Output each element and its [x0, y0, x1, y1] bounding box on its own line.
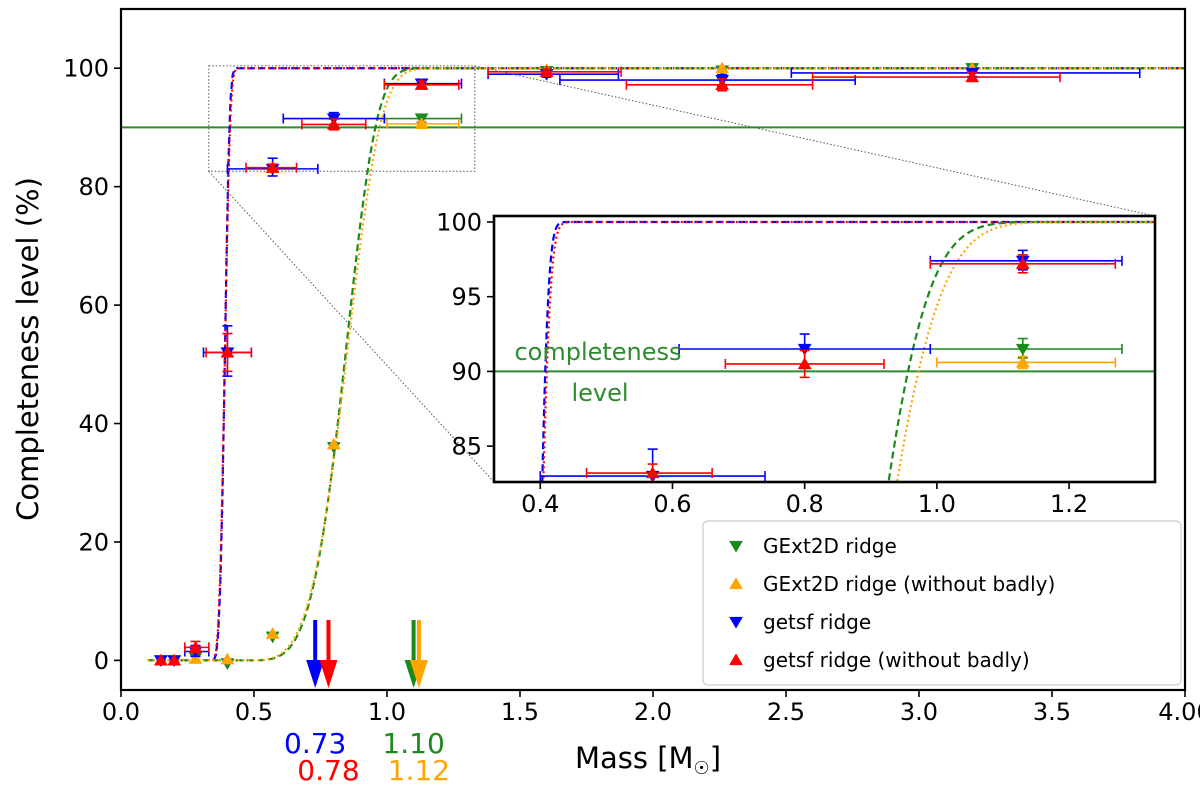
main-ytick-label-2: 40 — [78, 410, 109, 438]
main-point-3-9 — [965, 70, 980, 83]
main-ytick-label-1: 20 — [78, 528, 109, 556]
main-xtick-label-0: 0.0 — [102, 698, 140, 726]
inset-fit-curve-orange — [895, 220, 1155, 482]
mass-label-red: 0.78 — [297, 754, 359, 787]
main-plot: 0.0 0.5 1.0 1.5 2.0 2.5 3.0 3.5 4.00 0 20 40 60 80 100 — [63, 7, 1200, 726]
legend-marker-3 — [729, 653, 743, 666]
legend-marker-0 — [729, 540, 743, 553]
x-axis-label-text: Mass [M — [575, 741, 694, 775]
legend-marker-1 — [729, 577, 743, 590]
inset-xtick-label-2: 0.8 — [786, 490, 824, 518]
zoom-connector-right — [474, 65, 1156, 217]
main-xtick-label-1: 0.5 — [235, 698, 273, 726]
inset-xtick-label-1: 0.6 — [653, 490, 691, 518]
main-ytick-label-3: 60 — [78, 291, 109, 319]
legend: GExt2D ridge GExt2D ridge (without badly)… — [702, 520, 1182, 686]
x-axis-label-sun-symbol: ☉ — [694, 758, 710, 779]
legend-label-3: getsf ridge (without badly) — [763, 648, 1030, 672]
mass-label-green: 1.10 — [382, 727, 444, 760]
main-point-3-0 — [153, 653, 168, 666]
main-point-3-4 — [265, 161, 280, 173]
legend-box — [702, 520, 1182, 686]
inset-point-3-4 — [645, 466, 660, 479]
inset-ytick-label-2: 95 — [451, 283, 482, 311]
mass-label-blue: 0.73 — [284, 727, 346, 760]
main-xtick-label-7: 3.5 — [1033, 698, 1071, 726]
main-point-1-6 — [414, 117, 429, 130]
main-point-1-4 — [265, 627, 280, 639]
mass-arrow-head-blue — [306, 660, 325, 688]
main-xtick-label-3: 1.5 — [501, 698, 539, 726]
inset-ytick-label-1: 90 — [451, 358, 482, 386]
main-point-3-3 — [220, 345, 235, 358]
main-point-3-8 — [715, 78, 730, 90]
main-xtick-label-5: 2.5 — [767, 698, 805, 726]
inset-ytick-label-0: 85 — [451, 433, 482, 461]
inset-point-3-6 — [1015, 257, 1030, 269]
main-xtick-label-4: 2.0 — [634, 698, 672, 726]
inset-point-2-5 — [797, 343, 812, 356]
inset-annotation-line1: completeness — [514, 338, 681, 366]
inset-point-0-6 — [1015, 343, 1030, 356]
main-xtick-label-6: 3.0 — [900, 698, 938, 726]
x-axis-label-suffix: ] — [710, 741, 721, 775]
main-ytick-label-4: 80 — [78, 173, 109, 201]
legend-label-0: GExt2D ridge — [763, 534, 897, 558]
main-ytick-label-5: 100 — [63, 55, 109, 83]
inset-xtick-label-4: 1.2 — [1050, 490, 1088, 518]
inset-point-3-5 — [797, 357, 812, 370]
main-point-3-1 — [167, 653, 182, 666]
inset-xtick-label-0: 0.4 — [521, 490, 559, 518]
x-axis-label: Mass [M☉] — [575, 741, 721, 779]
main-fit-curve-orange — [147, 67, 1185, 662]
inset-frame — [492, 214, 1157, 484]
main-point-3-6 — [414, 78, 429, 90]
zoom-indicator — [208, 65, 1156, 483]
main-ytick-label-0: 0 — [94, 647, 109, 675]
zoom-box — [208, 65, 476, 172]
inset-plot: 0.4 0.6 0.8 1.0 1.2 85 90 95 100 completeness le… — [436, 208, 1157, 518]
main-xtick-label-8: 4.00 — [1158, 698, 1200, 726]
main-xtick-label-2: 1.0 — [368, 698, 406, 726]
zoom-connector-left — [208, 170, 495, 483]
legend-label-1: GExt2D ridge (without badly) — [763, 572, 1055, 596]
main-point-1-3 — [220, 652, 235, 665]
y-axis-label: Completeness level (%) — [11, 177, 45, 521]
legend-marker-2 — [729, 616, 743, 629]
main-point-1-5 — [326, 437, 341, 450]
inset-ytick-label-3: 100 — [436, 208, 482, 236]
main-point-1-8 — [715, 61, 730, 74]
mass-arrow-head-orange — [409, 660, 428, 688]
legend-label-2: getsf ridge — [763, 610, 871, 634]
main-point-3-2 — [188, 640, 203, 653]
mass-threshold-labels: 0.730.78 1.101.12 — [284, 727, 450, 787]
mass-arrow-head-red — [319, 660, 338, 688]
main-point-3-7 — [539, 65, 554, 77]
main-point-3-5 — [326, 117, 341, 130]
main-fit-curve-green — [147, 67, 1185, 662]
mass-label-orange: 1.12 — [388, 754, 450, 787]
inset-point-1-6 — [1015, 355, 1030, 368]
inset-annotation-line2: level — [571, 379, 628, 407]
inset-xtick-label-3: 1.0 — [918, 490, 956, 518]
